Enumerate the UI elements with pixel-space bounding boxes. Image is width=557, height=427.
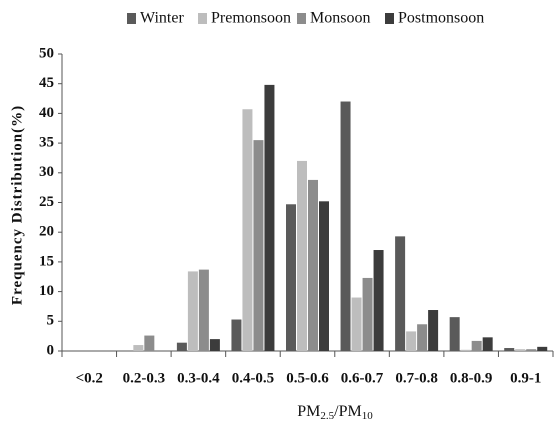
bar: [449, 317, 460, 351]
bar: [537, 346, 548, 351]
x-tick-label: 0.8-0.9: [450, 370, 493, 386]
x-tick-label: 0.6-0.7: [341, 370, 384, 386]
bar: [351, 297, 362, 351]
bar: [231, 319, 242, 351]
bar: [253, 140, 264, 351]
bar: [362, 277, 373, 351]
x-tick-label: 0.2-0.3: [123, 370, 166, 386]
bar: [515, 349, 526, 351]
legend-swatch: [198, 13, 207, 24]
y-tick-label: 0: [47, 342, 55, 358]
bar: [133, 345, 144, 351]
y-tick-label: 15: [39, 253, 54, 269]
x-tick-label: 0.5-0.6: [286, 370, 329, 386]
bar: [198, 269, 209, 351]
bar: [297, 160, 307, 351]
bar: [209, 339, 220, 351]
x-axis-label: PM2.5/PM10: [297, 403, 373, 422]
bar: [428, 310, 439, 351]
y-tick-label: 45: [39, 75, 54, 91]
y-tick-label: 30: [39, 164, 54, 180]
y-tick-label: 25: [39, 194, 54, 210]
bar: [526, 349, 537, 351]
legend-swatch: [385, 13, 394, 24]
legend-label: Winter: [140, 10, 184, 27]
x-tick-label: 0.9-1: [510, 370, 541, 386]
bar: [144, 335, 155, 351]
bar: [176, 342, 187, 351]
x-tick-label: 0.3-0.4: [177, 370, 220, 386]
y-tick-label: 20: [39, 224, 54, 240]
bar: [286, 204, 296, 351]
y-tick-label: 10: [39, 283, 54, 299]
y-axis-label: Frequency Distribution(%): [9, 105, 25, 305]
bar: [504, 348, 515, 351]
legend-swatch: [297, 13, 306, 24]
bar: [340, 101, 351, 352]
bar: [471, 340, 482, 351]
bar: [308, 179, 318, 351]
bar: [395, 236, 406, 351]
bar: [406, 331, 417, 351]
x-tick-label: 0.4-0.5: [232, 370, 275, 386]
bar: [460, 349, 471, 351]
x-label-sub: 10: [362, 410, 374, 422]
y-tick-label: 5: [47, 313, 55, 329]
bar: [187, 271, 198, 351]
bar: [417, 324, 428, 351]
legend-label: Premonsoon: [211, 10, 291, 27]
y-tick-label: 40: [39, 105, 54, 121]
x-tick-label: <0.2: [76, 370, 103, 386]
x-label-sub: 2.5: [320, 410, 334, 422]
legend-label: Postmonsoon: [398, 10, 484, 27]
x-label-part: /PM: [334, 403, 362, 420]
legend-swatch: [127, 13, 136, 24]
legend-label: Monsoon: [310, 10, 370, 27]
bar: [319, 201, 329, 351]
x-label-part: PM: [297, 403, 320, 420]
x-tick-label: 0.7-0.8: [395, 370, 438, 386]
y-tick-label: 35: [39, 135, 54, 151]
y-tick-label: 50: [39, 45, 54, 61]
bar: [264, 84, 275, 351]
bar: [482, 337, 493, 351]
bar: [373, 250, 384, 351]
bar: [242, 109, 253, 351]
